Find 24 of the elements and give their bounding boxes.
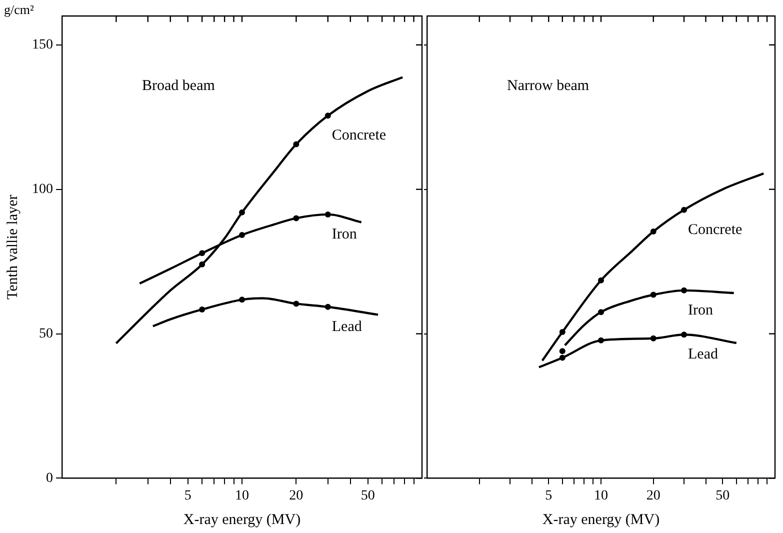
x-tick-label: 10: [235, 488, 249, 504]
x-tick-label: 20: [646, 488, 660, 504]
text: Broad beam: [142, 78, 216, 94]
x-tick-label: 50: [716, 488, 730, 504]
text: Narrow beam: [507, 78, 590, 94]
series-label: Concrete: [688, 222, 742, 238]
x-axis-title: X-ray energy (MV): [542, 512, 660, 528]
y-tick-label: 50: [39, 326, 53, 342]
y-axis-title: Tenth vallie layer: [4, 194, 21, 300]
y-tick-label: 0: [46, 470, 53, 486]
x-tick-label: 20: [289, 488, 304, 504]
x-axis-title: X-ray energy (MV): [183, 512, 301, 528]
x-tick-label: 5: [545, 488, 552, 504]
text: g/cm²: [4, 2, 34, 18]
series-label: Lead: [688, 346, 718, 363]
series-label: Concrete: [332, 128, 386, 144]
series-label: Lead: [332, 318, 362, 335]
x-tick-label: 50: [360, 488, 375, 504]
y-tick-label: 150: [32, 38, 53, 53]
x-tick-label: 10: [594, 488, 608, 504]
series-label: Iron: [688, 302, 714, 318]
series-label: Iron: [332, 226, 358, 242]
x-tick-label: 5: [184, 488, 192, 504]
y-tick-label: 100: [32, 182, 53, 197]
